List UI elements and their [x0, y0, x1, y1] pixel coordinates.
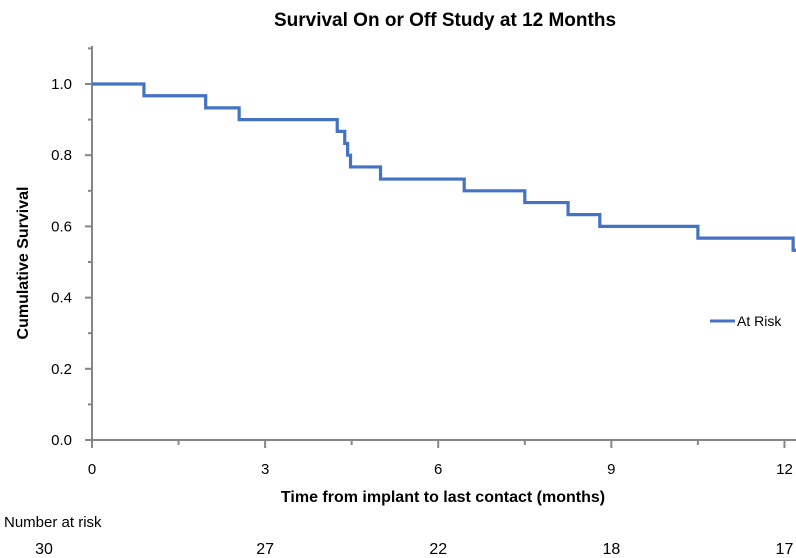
number-at-risk-row: 30 27 22 18 17	[35, 541, 793, 558]
plot-marks	[92, 82, 796, 252]
y-tick-label: 0.2	[51, 361, 72, 378]
number-at-risk-value: 17	[776, 541, 794, 558]
number-at-risk-value: 22	[429, 541, 447, 558]
survival-step-line	[92, 82, 796, 252]
y-tick-label: 0.8	[51, 147, 72, 164]
legend-label: At Risk	[737, 313, 782, 329]
number-at-risk-value: 18	[602, 541, 620, 558]
x-tick-label: 3	[261, 461, 269, 478]
x-tick-label: 6	[434, 461, 442, 478]
x-tick-label: 12	[776, 461, 793, 478]
number-at-risk-value: 27	[256, 541, 274, 558]
y-tick-label: 1.0	[51, 76, 72, 93]
y-axis-label: Cumulative Survival	[15, 187, 32, 340]
axes: 0.0 0.2 0.4 0.6 0.8 1.0 0 3 6 9 12	[51, 46, 796, 478]
x-tick-label: 0	[88, 461, 96, 478]
number-at-risk-label: Number at risk	[4, 514, 102, 531]
x-axis-label: Time from implant to last contact (month…	[281, 489, 605, 506]
chart-title: Survival On or Off Study at 12 Months	[274, 10, 616, 31]
y-tick-label: 0.6	[51, 218, 72, 235]
y-tick-label: 0.0	[51, 432, 72, 449]
y-tick-label: 0.4	[51, 290, 72, 307]
number-at-risk-value: 30	[35, 541, 53, 558]
x-tick-label: 9	[607, 461, 615, 478]
legend: At Risk	[710, 313, 782, 329]
